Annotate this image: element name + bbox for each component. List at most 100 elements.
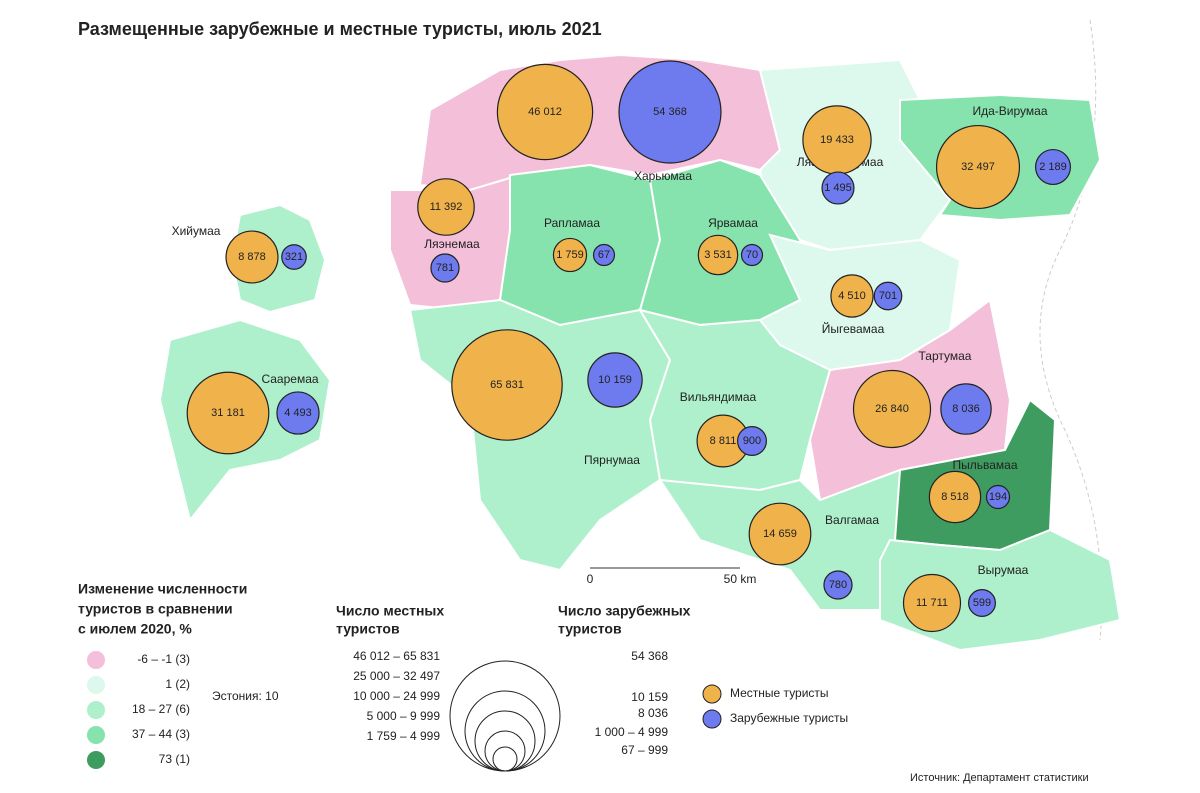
local-bubble (852, 369, 932, 449)
local-value: 1 759 (556, 249, 584, 261)
foreign-bubble (1034, 148, 1072, 186)
region-label: Ярвамаа (708, 216, 758, 230)
legend-title: Изменение численности (78, 581, 247, 597)
local-value: 19 433 (820, 134, 854, 146)
legend-range: 1 759 – 4 999 (367, 729, 441, 743)
foreign-value: 599 (973, 597, 991, 609)
foreign-bubble (967, 588, 997, 618)
region-label: Йыгевамаа (822, 321, 885, 336)
local-value: 8 878 (238, 251, 266, 263)
legend-swatch (702, 709, 722, 729)
legend-title: Число зарубежных (558, 603, 691, 619)
foreign-value: 8 036 (952, 403, 980, 415)
legend-swatch (87, 676, 105, 694)
legend-swatch (87, 751, 105, 769)
local-bubble (417, 178, 475, 236)
foreign-bubble (276, 391, 320, 435)
legend-title: туристов в сравнении (78, 601, 233, 617)
legend-label: 18 – 27 (6) (132, 702, 190, 716)
legend-range: 1 000 – 4 999 (595, 725, 669, 739)
local-value: 8 811 (710, 435, 737, 447)
legend-title: туристов (558, 621, 622, 637)
foreign-bubble (985, 484, 1011, 510)
local-value: 32 497 (961, 161, 995, 173)
local-value: 8 518 (941, 491, 969, 503)
source: Источник: Департамент статистики (910, 772, 1089, 784)
legend-label: Местные туристы (730, 686, 829, 700)
region-label: Харьюмаа (634, 169, 692, 183)
foreign-value: 781 (436, 262, 454, 274)
foreign-value: 10 159 (598, 374, 632, 386)
region-label: Пыльвамаа (952, 458, 1017, 472)
legend-title: с июлем 2020, % (78, 621, 192, 637)
legend-label: Зарубежные туристы (730, 711, 848, 725)
legend-label: 1 (2) (165, 677, 190, 691)
scale-label: 50 km (724, 572, 757, 586)
scale-label: 0 (587, 572, 594, 586)
local-bubble (928, 470, 982, 524)
foreign-bubble (740, 243, 764, 267)
border-line (1039, 19, 1103, 641)
local-value: 14 659 (763, 528, 797, 540)
local-value: 3 531 (704, 249, 732, 261)
region-label: Хийумаа (172, 224, 221, 238)
local-value: 11 392 (430, 201, 463, 213)
region-label: Валгамаа (825, 513, 879, 527)
foreign-bubble (430, 253, 460, 283)
legend-swatch (87, 701, 105, 719)
local-value: 65 831 (490, 379, 524, 391)
local-bubble (697, 234, 739, 276)
legend-swatch (87, 651, 105, 669)
legend-range: 67 – 999 (621, 743, 668, 757)
foreign-bubble (736, 426, 767, 457)
legend-range: 10 000 – 24 999 (353, 689, 440, 703)
legend-swatch (702, 684, 722, 704)
title: Размещенные зарубежные и местные туристы… (78, 19, 602, 39)
region-label: Рапламаа (544, 216, 600, 230)
local-bubble (902, 573, 962, 633)
local-bubble (186, 371, 270, 455)
foreign-bubble (587, 352, 643, 408)
local-bubble (830, 274, 874, 318)
legend-label: 73 (1) (159, 752, 190, 766)
foreign-bubble (821, 171, 855, 205)
foreign-value: 194 (989, 491, 1007, 503)
foreign-value: 70 (746, 249, 758, 261)
region-label: Ляэнемаа (424, 237, 480, 251)
legend-label: 37 – 44 (3) (132, 727, 190, 741)
region-label: Тартумаа (919, 349, 972, 363)
legend-title: туристов (336, 621, 400, 637)
foreign-value: 900 (743, 435, 761, 447)
legend-note: Эстония: 10 (212, 689, 279, 703)
region-label: Ида-Вирумаа (972, 104, 1047, 118)
local-bubble (552, 237, 588, 273)
region-label: Вильяндимаа (680, 390, 757, 404)
local-value: 46 012 (528, 106, 562, 118)
foreign-value: 4 493 (284, 407, 312, 419)
size-legend (449, 660, 561, 772)
foreign-value: 54 368 (653, 106, 687, 118)
region-label: Пярнумаа (584, 453, 640, 467)
foreign-value: 2 189 (1039, 161, 1067, 173)
local-bubble (496, 63, 594, 161)
local-bubble (935, 124, 1021, 210)
local-value: 4 510 (838, 290, 866, 302)
legend-range: 54 368 (631, 649, 668, 663)
local-bubble (748, 502, 812, 566)
foreign-value: 67 (598, 249, 610, 261)
legend-label: -6 – -1 (3) (137, 652, 190, 666)
foreign-value: 321 (285, 251, 303, 263)
foreign-bubble (618, 60, 722, 164)
foreign-bubble (592, 243, 616, 267)
legend-swatch (87, 726, 105, 744)
legend-range: 5 000 – 9 999 (367, 709, 441, 723)
foreign-bubble (281, 244, 307, 270)
legend-range: 25 000 – 32 497 (353, 669, 440, 683)
foreign-bubble (873, 281, 903, 311)
legend-range: 10 159 (631, 690, 668, 704)
region-label: Вырумаа (978, 563, 1029, 577)
local-bubble (451, 329, 563, 441)
local-bubble (225, 230, 279, 284)
legend-title: Число местных (336, 603, 444, 619)
